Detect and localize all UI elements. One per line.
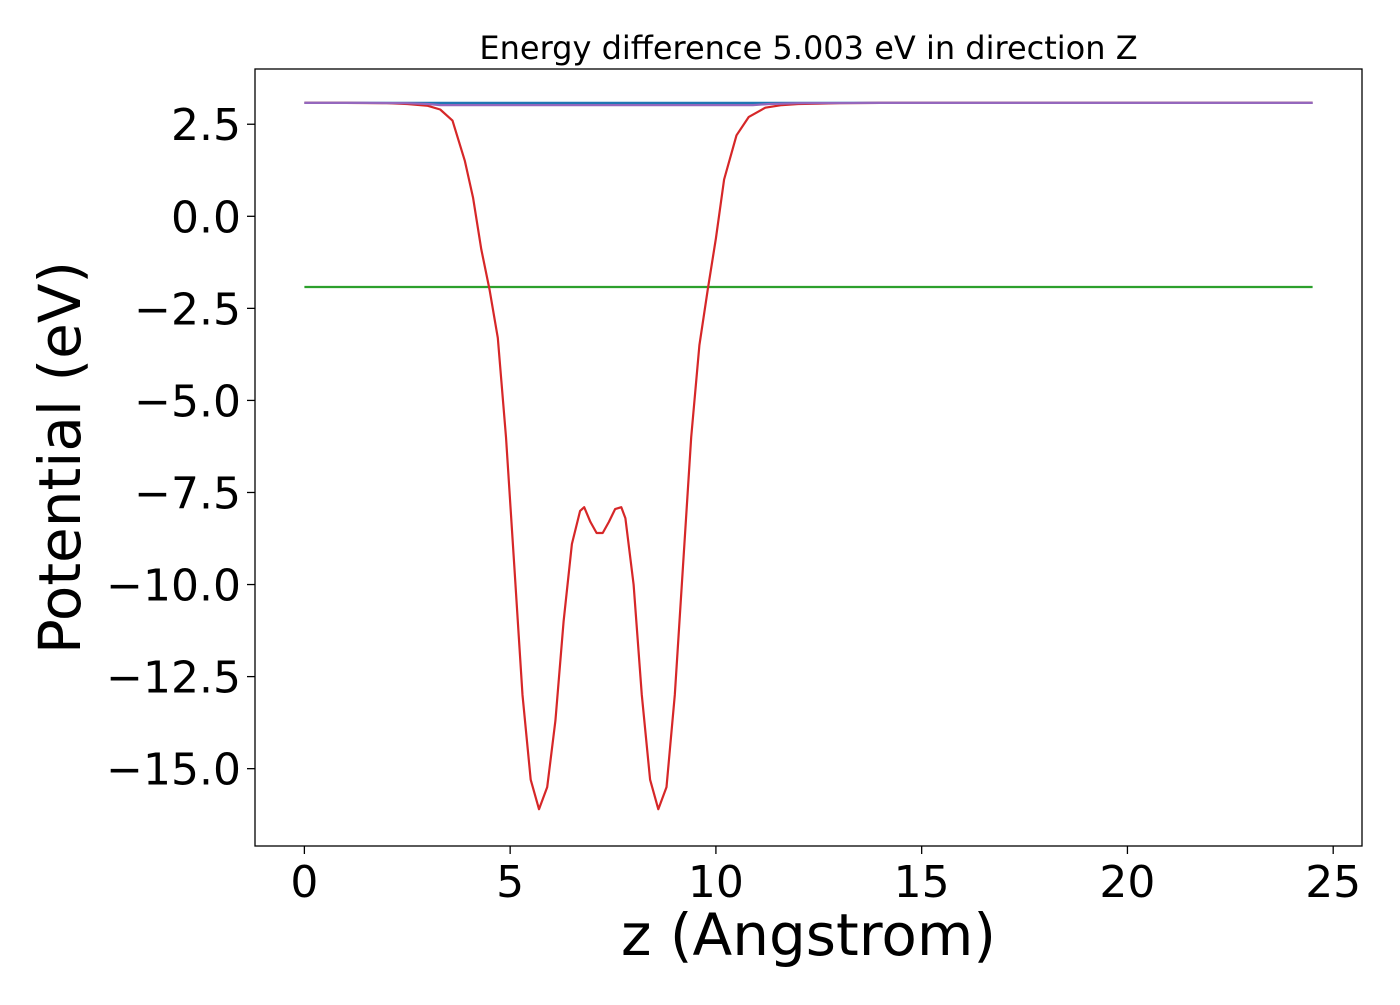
x-tick-label: 0 — [290, 857, 318, 908]
x-tick-label: 5 — [496, 857, 524, 908]
y-tick-label: −12.5 — [106, 653, 241, 704]
y-axis: 2.5 0.0 −2.5 −5.0 −7.5 −10.0 −12.5 −15.0 — [106, 100, 255, 796]
x-axis: 0 5 10 15 20 25 — [290, 846, 1361, 908]
y-tick-label: −5.0 — [134, 376, 241, 427]
x-tick-label: 15 — [894, 857, 950, 908]
series-layer — [304, 101, 1313, 811]
y-tick-label: −15.0 — [106, 745, 241, 796]
y-axis-label: Potential (eV) — [26, 261, 94, 654]
x-tick-label: 25 — [1305, 857, 1361, 908]
series-line-3 — [304, 101, 1313, 811]
x-tick-label: 20 — [1099, 857, 1155, 908]
x-tick-label: 10 — [688, 857, 744, 908]
axes-frame — [254, 68, 1363, 847]
series-line-4 — [304, 101, 1313, 107]
chart-title: Energy difference 5.003 eV in direction … — [479, 29, 1137, 67]
y-tick-label: −10.0 — [106, 561, 241, 612]
y-tick-label: 2.5 — [171, 100, 241, 151]
y-tick-label: 0.0 — [171, 192, 241, 243]
x-axis-label: z (Angstrom) — [621, 901, 996, 969]
y-tick-label: −7.5 — [134, 468, 241, 519]
y-tick-label: −2.5 — [134, 284, 241, 335]
